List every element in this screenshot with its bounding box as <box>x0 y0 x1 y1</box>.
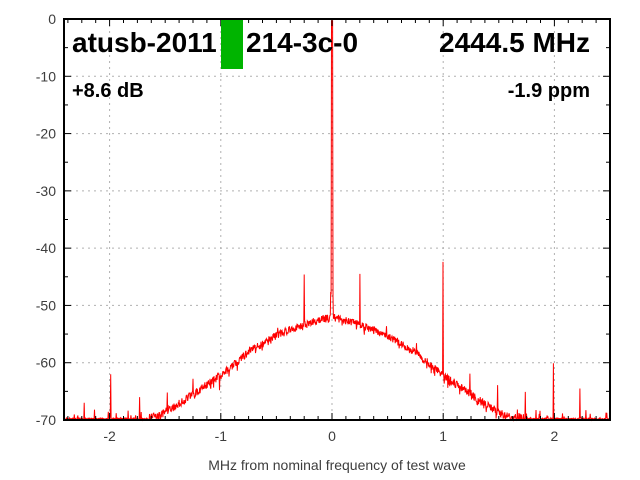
x-tick-label: 2 <box>551 428 559 444</box>
gain-label: +8.6 dB <box>72 80 144 102</box>
x-axis-title: MHz from nominal frequency of test wave <box>208 457 466 473</box>
y-tick-label: -60 <box>36 355 56 371</box>
y-tick-label: -30 <box>36 183 56 199</box>
x-tick-label: 1 <box>439 428 447 444</box>
x-tick-label: -1 <box>215 428 228 444</box>
y-tick-label: -20 <box>36 126 56 142</box>
ppm-offset-label: -1.9 ppm <box>507 80 590 102</box>
test-id-label-left: atusb-2011 <box>72 27 217 58</box>
x-tick-label: -2 <box>103 428 116 444</box>
y-tick-label: -40 <box>36 240 56 256</box>
pass-indicator <box>221 20 243 69</box>
y-tick-label: -70 <box>36 412 56 428</box>
y-tick-label: -10 <box>36 68 56 84</box>
frequency-label: 2444.5 MHz <box>439 27 590 58</box>
y-tick-label: -50 <box>36 297 56 313</box>
test-id-label-right: 214-3c-0 <box>246 27 359 58</box>
x-tick-label: 0 <box>328 428 336 444</box>
y-tick-label: 0 <box>48 11 56 27</box>
spectrum-trace <box>63 20 611 422</box>
